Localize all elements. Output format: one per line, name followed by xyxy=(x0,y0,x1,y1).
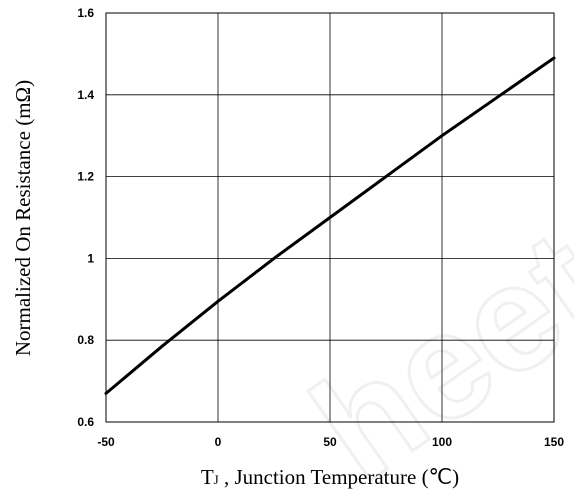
y-tick-label: 1.6 xyxy=(77,6,94,20)
x-axis-title: TJ , Junction Temperature (℃) xyxy=(201,465,459,489)
x-tick-label: 50 xyxy=(323,435,337,449)
x-axis-title-sub: J xyxy=(214,472,219,487)
y-tick-labels: 0.6 0.8 1 1.2 1.4 1.6 xyxy=(77,6,94,429)
x-tick-label: 0 xyxy=(215,435,222,449)
y-axis-title: Normalized On Resistance (mΩ) xyxy=(11,80,35,356)
x-tick-label: 150 xyxy=(544,435,564,449)
x-tick-labels: -50 0 50 100 150 xyxy=(97,435,564,449)
watermark: heet xyxy=(284,198,574,495)
x-axis-title-main: T xyxy=(201,465,214,489)
x-tick-label: 100 xyxy=(432,435,452,449)
y-tick-label: 1 xyxy=(87,251,94,265)
y-tick-label: 1.2 xyxy=(77,170,94,184)
series-line xyxy=(104,56,556,395)
x-tick-label: -50 xyxy=(97,435,115,449)
plot-area-border xyxy=(105,12,555,423)
x-axis-title-rest: , Junction Temperature (℃) xyxy=(219,465,459,489)
y-tick-label: 0.6 xyxy=(77,415,94,429)
y-tick-label: 0.8 xyxy=(77,333,94,347)
y-tick-label: 1.4 xyxy=(77,88,94,102)
